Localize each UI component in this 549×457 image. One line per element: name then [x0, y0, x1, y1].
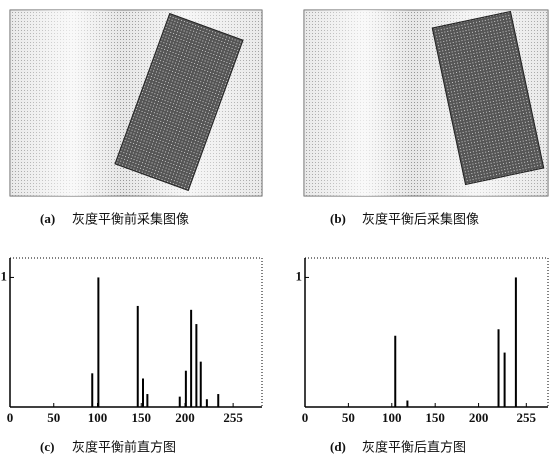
figure-caption: 灰度平衡前采集图像	[72, 212, 189, 228]
stem	[206, 399, 208, 407]
stem	[195, 324, 197, 407]
stem	[91, 373, 93, 407]
chart-label: (d)	[330, 439, 346, 454]
x-tick-label: 150	[132, 410, 152, 425]
stem	[137, 306, 139, 407]
image-b	[304, 10, 548, 196]
x-tick-label: 200	[469, 410, 489, 425]
stem	[504, 353, 506, 407]
x-tick-label: 0	[302, 410, 309, 425]
chart-caption: 灰度平衡前直方图	[72, 440, 176, 456]
image-a	[10, 10, 262, 196]
figure-page: (a) 灰度平衡前采集图像 (b) 灰度平衡后采集图像 050100150200…	[0, 0, 549, 457]
x-tick-label: 100	[382, 410, 402, 425]
stem	[394, 336, 396, 407]
y-tick-label: 1	[1, 268, 8, 283]
stem	[190, 310, 192, 407]
x-tick-label: 255	[517, 410, 537, 425]
x-tick-label: 0	[7, 410, 14, 425]
stem	[142, 378, 144, 407]
x-tick-label: 50	[47, 410, 60, 425]
stem	[217, 394, 219, 407]
stem	[200, 362, 202, 407]
stem	[515, 277, 517, 407]
x-tick-label: 150	[425, 410, 445, 425]
stem	[185, 371, 187, 407]
chart-caption: 灰度平衡后直方图	[362, 440, 466, 456]
x-tick-label: 200	[175, 410, 195, 425]
figure-label: (a)	[40, 211, 55, 226]
figure-label: (b)	[330, 211, 346, 226]
stem	[97, 277, 99, 407]
x-tick-label: 255	[223, 410, 243, 425]
chart-label: (c)	[40, 439, 54, 454]
stem	[498, 329, 500, 407]
x-tick-label: 50	[342, 410, 355, 425]
y-tick-label: 1	[296, 268, 303, 283]
x-tick-label: 100	[88, 410, 108, 425]
figure-caption: 灰度平衡后采集图像	[362, 212, 479, 228]
stem	[179, 397, 181, 407]
stem	[406, 401, 408, 407]
stem	[146, 394, 148, 407]
